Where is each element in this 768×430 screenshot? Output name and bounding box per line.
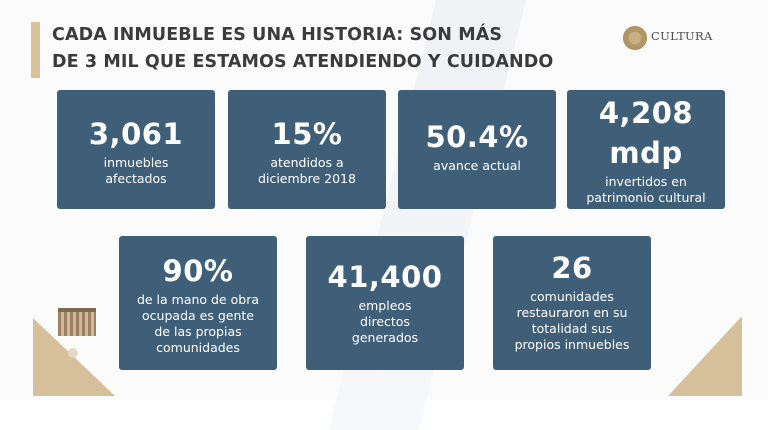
gold-corner-triangle-right [668, 316, 742, 396]
seal-watermark-icon [68, 348, 78, 358]
stat-desc-line: invertidos en [605, 174, 687, 189]
stat-card-inmuebles-afectados: 3,061 inmuebles afectados [57, 90, 215, 209]
stat-description: invertidos en patrimonio cultural [567, 174, 725, 206]
stat-value: 90% [162, 254, 234, 288]
stat-card-avance: 50.4% avance actual [398, 90, 556, 209]
stat-description: empleos directos generados [306, 298, 464, 346]
slide: CADA INMUEBLE ES UNA HISTORIA: SON MÁS D… [31, 0, 742, 430]
stat-card-empleos: 41,400 empleos directos generados [306, 236, 464, 370]
logo-subtitle [651, 43, 713, 47]
slide-title: CADA INMUEBLE ES UNA HISTORIA: SON MÁS D… [52, 22, 592, 76]
stat-desc-line: totalidad sus [531, 321, 613, 336]
stat-description: comunidades restauraron en su totalidad … [493, 289, 651, 353]
stat-desc-line: avance actual [433, 158, 521, 173]
stat-value: 41,400 [327, 260, 443, 294]
stat-description: de la mano de obra ocupada es gente de l… [119, 292, 277, 356]
stat-card-atendidos: 15% atendidos a diciembre 2018 [228, 90, 386, 209]
cultura-logo: CULTURA [623, 26, 713, 50]
stat-desc-line: atendidos a [270, 155, 344, 170]
stat-desc-line: de la mano de obra [136, 292, 260, 307]
stat-desc-line: patrimonio cultural [586, 190, 706, 205]
stat-description: avance actual [398, 158, 556, 174]
stat-description: atendidos a diciembre 2018 [228, 155, 386, 187]
stat-card-comunidades: 26 comunidades restauraron en su totalid… [493, 236, 651, 370]
stat-desc-line: generados [351, 330, 419, 345]
stat-desc-line: diciembre 2018 [258, 171, 356, 186]
title-highlight: 3 MIL [84, 52, 139, 72]
stat-desc-line: de las propias [154, 324, 242, 339]
stat-value: 50.4% [425, 120, 529, 154]
stat-desc-line: propios inmuebles [514, 337, 630, 352]
logo-name: CULTURA [651, 29, 713, 43]
stat-desc-line: comunidades [530, 289, 614, 304]
stat-value: 15% [271, 117, 343, 151]
stat-value: 3,061 [88, 117, 184, 151]
seal-icon [623, 26, 647, 50]
title-line-2-suffix: QUE ESTAMOS ATENDIENDO Y CUIDANDO [138, 52, 554, 72]
stat-value: 26 [551, 251, 593, 285]
stat-desc-line: directos [360, 314, 410, 329]
stat-desc-line: afectados [105, 171, 167, 186]
stat-unit: mdp [609, 136, 683, 170]
stat-value: 4,208 [598, 96, 694, 130]
stat-desc-line: inmuebles [103, 155, 169, 170]
title-line-2-prefix: DE [52, 52, 85, 72]
stat-desc-line: restauraron en su [516, 305, 628, 320]
stat-desc-line: empleos [358, 298, 412, 313]
stat-desc-line: ocupada es gente [142, 308, 254, 323]
stat-card-mano-de-obra: 90% de la mano de obra ocupada es gente … [119, 236, 277, 370]
stat-desc-line: comunidades [156, 340, 240, 355]
title-line-1: CADA INMUEBLE ES UNA HISTORIA: SON MÁS [52, 25, 503, 45]
building-illustration [58, 308, 96, 336]
stat-card-inversion: 4,208 mdp invertidos en patrimonio cultu… [567, 90, 725, 209]
stat-description: inmuebles afectados [57, 155, 215, 187]
title-accent-bar [31, 22, 40, 78]
